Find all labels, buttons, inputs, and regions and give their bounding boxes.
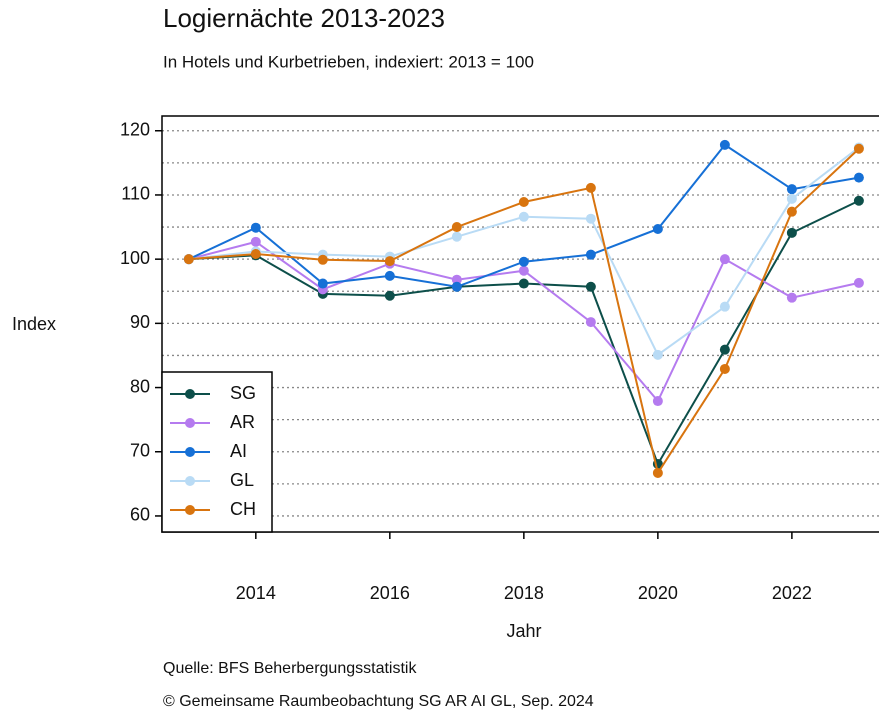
data-point xyxy=(518,278,529,289)
data-point xyxy=(317,278,328,289)
data-point xyxy=(250,222,261,233)
data-point xyxy=(853,195,864,206)
data-point xyxy=(786,184,797,195)
data-point xyxy=(518,265,529,276)
legend-label: AI xyxy=(230,441,247,461)
data-point xyxy=(585,249,596,260)
data-point xyxy=(183,254,194,265)
y-tick-label: 120 xyxy=(120,120,150,140)
data-point xyxy=(585,317,596,328)
data-point xyxy=(652,396,663,407)
legend-marker xyxy=(185,418,195,428)
x-tick-label: 2022 xyxy=(772,583,812,603)
data-point xyxy=(786,227,797,238)
data-point xyxy=(719,301,730,312)
y-tick-label: 100 xyxy=(120,248,150,268)
legend-marker xyxy=(185,476,195,486)
x-tick-label: 2016 xyxy=(370,583,410,603)
data-point xyxy=(853,277,864,288)
data-point xyxy=(250,249,261,260)
data-point xyxy=(719,139,730,150)
x-tick-label: 2018 xyxy=(504,583,544,603)
legend-label: SG xyxy=(230,383,256,403)
legend-label: GL xyxy=(230,470,254,490)
data-point xyxy=(786,193,797,204)
source-note: Quelle: BFS Beherbergungsstatistik xyxy=(163,660,417,677)
data-point xyxy=(585,182,596,193)
data-point xyxy=(384,270,395,281)
data-point xyxy=(518,211,529,222)
data-point xyxy=(853,143,864,154)
data-point xyxy=(652,467,663,478)
x-tick-label: 2014 xyxy=(236,583,276,603)
copyright-note: © Gemeinsame Raumbeobachtung SG AR AI GL… xyxy=(163,693,594,710)
y-tick-label: 90 xyxy=(130,312,150,332)
x-axis-label: Jahr xyxy=(506,621,541,641)
y-axis-label: Index xyxy=(12,314,56,334)
y-tick-label: 70 xyxy=(130,441,150,461)
data-point xyxy=(652,349,663,360)
x-tick-label: 2020 xyxy=(638,583,678,603)
data-point xyxy=(585,281,596,292)
data-point xyxy=(384,290,395,301)
data-point xyxy=(786,292,797,303)
data-point xyxy=(585,213,596,224)
legend-marker xyxy=(185,447,195,457)
data-point xyxy=(250,236,261,247)
data-point xyxy=(518,197,529,208)
data-point xyxy=(384,256,395,267)
data-point xyxy=(719,254,730,265)
data-point xyxy=(451,274,462,285)
data-point xyxy=(652,223,663,234)
data-point xyxy=(451,231,462,242)
data-point xyxy=(317,254,328,265)
legend-label: CH xyxy=(230,499,256,519)
data-point xyxy=(786,206,797,217)
data-point xyxy=(451,222,462,233)
data-point xyxy=(719,344,730,355)
data-point xyxy=(451,281,462,292)
data-point xyxy=(853,172,864,183)
legend-marker xyxy=(185,389,195,399)
legend-marker xyxy=(185,505,195,515)
chart-subtitle: In Hotels und Kurbetrieben, indexiert: 2… xyxy=(163,52,534,71)
y-tick-label: 110 xyxy=(121,184,150,204)
data-point xyxy=(719,363,730,374)
series-line xyxy=(188,199,860,467)
y-tick-label: 60 xyxy=(130,505,150,525)
chart-title: Logiernächte 2013-2023 xyxy=(163,3,445,33)
legend-label: AR xyxy=(230,412,255,432)
y-tick-label: 80 xyxy=(130,376,150,396)
data-point xyxy=(518,256,529,267)
